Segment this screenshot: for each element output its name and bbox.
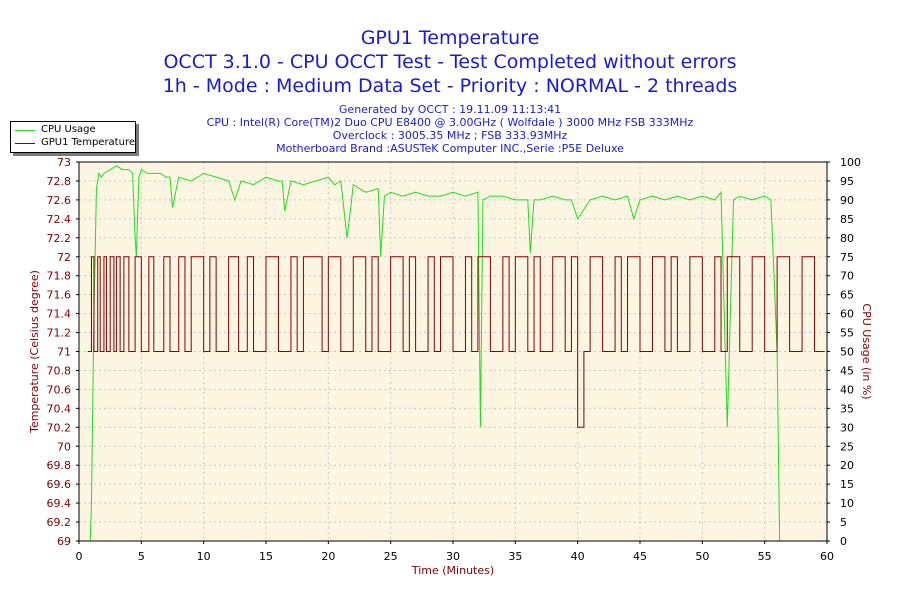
y-tick-label: 71 xyxy=(57,346,71,359)
overclock-info: Overclock : 3005.35 MHz ; FSB 333.93MHz xyxy=(332,129,568,142)
y-tick-label: 71.8 xyxy=(47,270,72,283)
chart-title-block: GPU1 Temperature OCCT 3.1.0 - CPU OCCT T… xyxy=(0,26,900,98)
y2-tick-label: 20 xyxy=(840,459,854,472)
y-tick-label: 71.2 xyxy=(47,327,72,340)
y2-tick-label: 90 xyxy=(840,194,854,207)
chart-subtitle-mode: 1h - Mode : Medium Data Set - Priority :… xyxy=(162,75,738,97)
y2-tick-label: 50 xyxy=(840,346,854,359)
y2-tick-label: 40 xyxy=(840,383,854,396)
y2-tick-label: 95 xyxy=(840,175,854,188)
x-tick-label: 10 xyxy=(197,550,211,563)
generated-info: Generated by OCCT : 19.11.09 11:13:41 xyxy=(338,103,562,116)
y-tick-label: 73 xyxy=(57,156,71,169)
y-tick-label: 71.6 xyxy=(47,289,72,302)
x-tick-label: 25 xyxy=(384,550,398,563)
x-tick-label: 0 xyxy=(76,550,83,563)
x-tick-label: 60 xyxy=(820,550,834,563)
chart-legend: CPU Usage GPU1 Temperature xyxy=(10,121,136,153)
y2-tick-label: 15 xyxy=(840,478,854,491)
y2-tick-label: 0 xyxy=(840,535,847,548)
y-tick-label: 72 xyxy=(57,251,71,264)
y2-tick-label: 45 xyxy=(840,364,854,377)
y-tick-label: 69.8 xyxy=(47,459,72,472)
x-tick-label: 50 xyxy=(695,550,709,563)
x-tick-label: 45 xyxy=(633,550,647,563)
y2-tick-label: 55 xyxy=(840,327,854,340)
y2-tick-label: 25 xyxy=(840,440,854,453)
y-tick-label: 72.2 xyxy=(47,232,72,245)
y2-tick-label: 10 xyxy=(840,497,854,510)
y-axis-label-left: Temperature (Celsius degree) xyxy=(28,270,41,434)
y2-tick-label: 75 xyxy=(840,251,854,264)
x-tick-label: 30 xyxy=(446,550,460,563)
y-tick-label: 70.4 xyxy=(47,402,72,415)
y-tick-label: 72.8 xyxy=(47,175,72,188)
y-tick-label: 69.4 xyxy=(47,497,72,510)
series-group xyxy=(87,165,825,542)
y2-tick-label: 35 xyxy=(840,402,854,415)
system-info-block: Generated by OCCT : 19.11.09 11:13:41 CP… xyxy=(0,103,900,155)
chart-title: GPU1 Temperature xyxy=(360,27,540,49)
x-tick-label: 35 xyxy=(508,550,522,563)
x-axis-label: Time (Minutes) xyxy=(411,564,494,577)
x-tick-label: 5 xyxy=(138,550,145,563)
y2-tick-label: 85 xyxy=(840,213,854,226)
y-tick-label: 72.6 xyxy=(47,194,72,207)
y-tick-label: 69.6 xyxy=(47,478,72,491)
y2-tick-label: 65 xyxy=(840,289,854,302)
y-tick-label: 70.6 xyxy=(47,383,72,396)
cpu-info: CPU : Intel(R) Core(TM)2 Duo CPU E8400 @… xyxy=(206,116,694,129)
y-tick-label: 71.4 xyxy=(47,308,72,321)
chart-subtitle-test: OCCT 3.1.0 - CPU OCCT Test - Test Comple… xyxy=(163,51,737,73)
legend-swatch-temperature xyxy=(15,143,35,144)
y2-tick-label: 80 xyxy=(840,232,854,245)
y2-tick-label: 5 xyxy=(840,516,847,529)
y-tick-label: 70.2 xyxy=(47,421,72,434)
axes-group: 69 69.2 69.4 69.6 69.8 70 70.2 70.4 70.6 70.8 71 71… xyxy=(47,156,862,563)
plot-frame xyxy=(78,161,828,542)
y2-tick-label: 70 xyxy=(840,270,854,283)
y2-tick-label: 60 xyxy=(840,308,854,321)
y2-tick-label: 30 xyxy=(840,421,854,434)
y-tick-label: 69 xyxy=(57,535,71,548)
legend-label-cpu: CPU Usage xyxy=(41,124,96,135)
y2-tick-label: 100 xyxy=(840,156,861,169)
x-tick-label: 55 xyxy=(758,550,772,563)
x-tick-label: 40 xyxy=(571,550,585,563)
x-tick-label: 20 xyxy=(321,550,335,563)
y-tick-label: 69.2 xyxy=(47,516,72,529)
y-axis-label-right: CPU Usage (in %) xyxy=(860,303,873,399)
series-line-cpu-usage xyxy=(89,165,781,542)
series-line-gpu-temperature xyxy=(87,256,825,428)
y-tick-label: 72.4 xyxy=(47,213,72,226)
y-tick-label: 70 xyxy=(57,440,71,453)
y-tick-label: 70.8 xyxy=(47,364,72,377)
legend-swatch-cpu xyxy=(15,130,35,131)
x-tick-label: 15 xyxy=(259,550,273,563)
motherboard-info: Motherboard Brand :ASUSTeK Computer INC.… xyxy=(276,142,624,155)
legend-label-temperature: GPU1 Temperature xyxy=(41,137,135,148)
